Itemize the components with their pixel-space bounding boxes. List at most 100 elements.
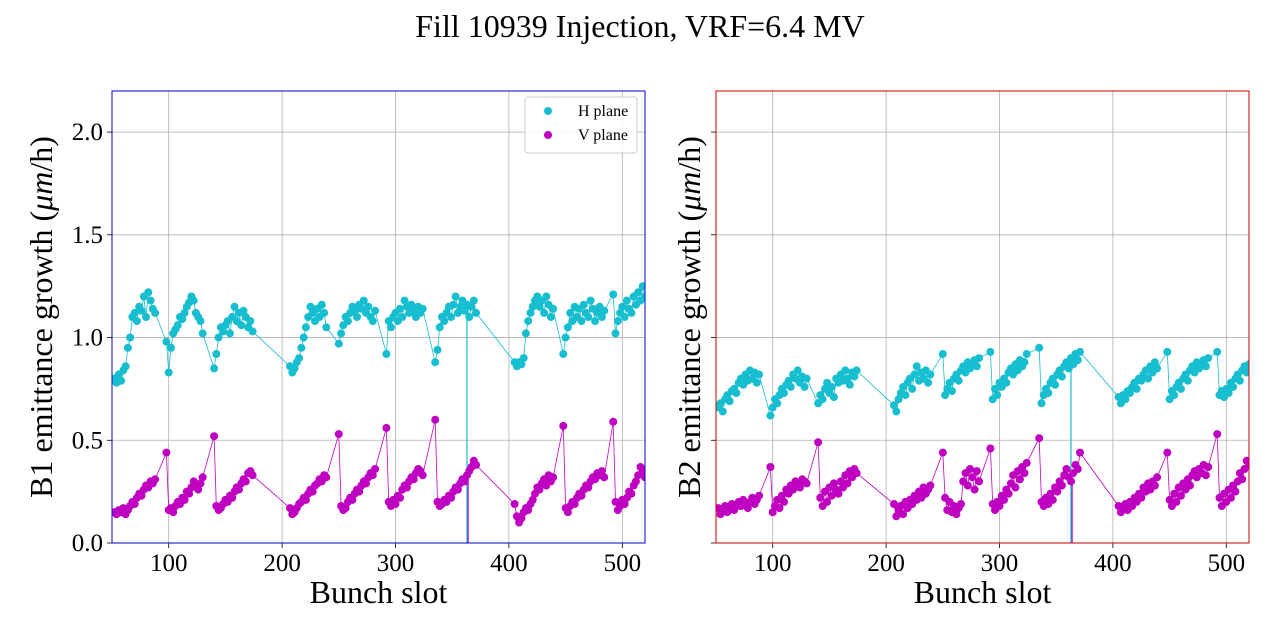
data-point (1213, 347, 1222, 356)
data-point (638, 467, 645, 476)
data-point (517, 514, 526, 523)
data-point (600, 306, 609, 315)
data-point (214, 333, 223, 342)
data-point (359, 296, 368, 305)
data-point (766, 411, 775, 420)
data-point (843, 374, 852, 383)
data-point (196, 479, 205, 488)
data-point (795, 483, 804, 492)
data-point (526, 308, 535, 317)
data-point (766, 463, 775, 471)
data-point (611, 329, 620, 338)
data-point (387, 323, 395, 332)
data-point (322, 473, 331, 482)
data-point (1076, 448, 1084, 457)
data-point (142, 313, 150, 321)
data-point (542, 292, 551, 301)
data-point (818, 395, 827, 404)
data-point (561, 333, 570, 342)
data-point (1163, 347, 1172, 356)
data-point (968, 473, 977, 482)
data-point (1037, 399, 1046, 408)
data-point (334, 339, 343, 348)
plot-area (112, 282, 645, 543)
data-point (841, 366, 850, 375)
data-point (947, 387, 956, 395)
data-point (609, 417, 618, 426)
data-point (1011, 483, 1020, 492)
data-point (210, 432, 219, 441)
data-point (396, 493, 404, 502)
data-point (169, 508, 178, 517)
data-point (1073, 465, 1082, 473)
data-point (1226, 493, 1235, 502)
data-point (1238, 475, 1247, 484)
data-point (343, 317, 352, 326)
data-point (768, 508, 777, 517)
y-tick-label: 2.0 (72, 119, 103, 146)
y-axis-label-unit: μm (23, 172, 59, 212)
y-axis-label-prefix: B2 emittance growth ( (671, 211, 707, 498)
data-point (816, 493, 825, 502)
data-point (210, 364, 219, 373)
data-point (178, 315, 187, 324)
data-point (521, 329, 530, 338)
plot-area (716, 343, 1249, 543)
data-point (447, 493, 456, 502)
data-point (743, 504, 752, 513)
y-axis-label: B1 emittance growth (μm/h) (23, 136, 59, 498)
x-tick-label: 200 (263, 550, 301, 577)
data-point (986, 347, 995, 356)
data-point (938, 350, 947, 358)
data-point (237, 321, 246, 330)
data-point (451, 292, 460, 301)
data-point (524, 317, 533, 326)
data-point (306, 302, 315, 311)
data-point (802, 479, 811, 488)
data-point (620, 500, 629, 508)
data-point (1062, 465, 1071, 473)
data-point (963, 481, 972, 490)
data-point (775, 504, 784, 513)
y-tick-label: 0.0 (72, 530, 103, 557)
data-point (563, 323, 572, 332)
data-point (850, 372, 859, 381)
data-point (1201, 362, 1210, 371)
data-point (472, 460, 480, 469)
data-point (773, 399, 782, 408)
data-point (972, 467, 981, 476)
data-point (836, 477, 845, 486)
data-point (755, 491, 764, 500)
data-point (901, 391, 910, 400)
data-point (248, 471, 257, 480)
data-point (447, 313, 456, 321)
x-tick-label: 200 (867, 550, 905, 577)
data-point (892, 407, 901, 416)
data-point (121, 362, 130, 371)
x-tick-label: 300 (377, 550, 415, 577)
data-point (641, 292, 645, 301)
data-point (433, 345, 442, 354)
x-tick-label: 500 (1208, 550, 1246, 577)
data-point (972, 362, 981, 371)
data-point (852, 366, 861, 375)
data-point (295, 354, 304, 363)
data-point (540, 308, 549, 317)
data-point (1177, 384, 1185, 393)
data-point (1242, 368, 1249, 377)
data-point (180, 495, 189, 504)
data-point (970, 485, 979, 494)
data-point (579, 300, 588, 309)
data-point (317, 300, 326, 309)
data-point (194, 485, 203, 494)
data-point (584, 483, 593, 492)
data-point (219, 327, 228, 336)
data-point (631, 477, 640, 486)
data-point (938, 448, 947, 457)
data-point (1170, 489, 1179, 498)
data-point (1177, 491, 1185, 500)
legend: H plane V plane (524, 96, 638, 154)
data-point (402, 483, 411, 492)
data-point (189, 296, 198, 305)
data-point (198, 473, 207, 482)
